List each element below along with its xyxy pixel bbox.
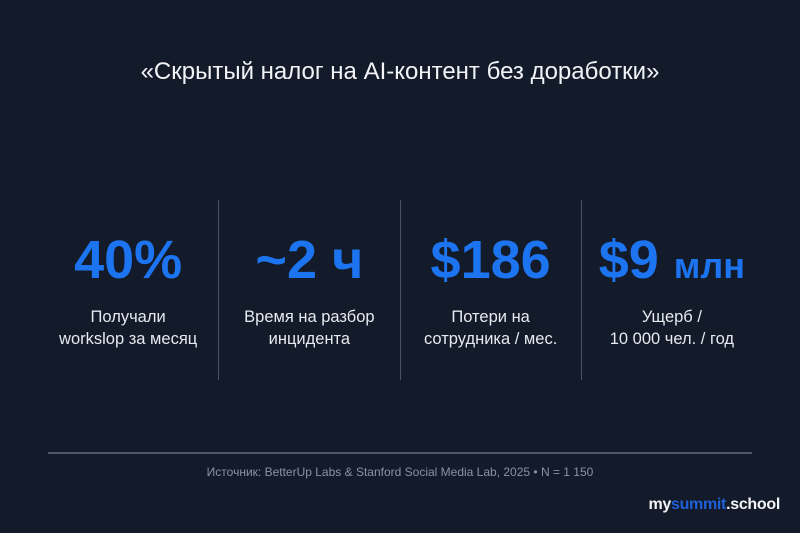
- logo-part: my: [648, 496, 671, 513]
- stat-label-line: Потери на: [451, 308, 530, 326]
- slide-title: «Скрытый налог на AI-контент без доработ…: [140, 58, 660, 85]
- logo-part-accent: summit: [670, 496, 727, 513]
- stat-label: Получали workslop за месяц: [38, 306, 218, 350]
- stat-value: $186: [401, 230, 581, 290]
- stat-value: $9 млн: [582, 230, 762, 296]
- stat-label-line: workslop за месяц: [59, 330, 198, 348]
- stat-label-line: сотрудника / мес.: [423, 330, 558, 348]
- stat-label-line: Получали: [90, 308, 166, 326]
- stat-loss-per-employee: $186 Потери на сотрудника / мес.: [399, 200, 581, 380]
- source-note: Источник: BetterUp Labs & Stanford Socia…: [206, 465, 594, 479]
- stat-label: Время на разбор инцидента: [219, 306, 399, 350]
- stats-row: 40% Получали workslop за месяц ~2 ч Время…: [38, 200, 762, 380]
- stat-label-line: Время на разбор: [244, 308, 375, 326]
- divider: [48, 452, 752, 454]
- logo-part: .school: [726, 496, 780, 513]
- stat-number: $186: [430, 230, 551, 290]
- stat-label: Ущерб / 10 000 чел. / год: [582, 306, 762, 350]
- stat-label: Потери на сотрудника / мес.: [401, 306, 581, 350]
- stat-incident-time: ~2 ч Время на разбор инцидента: [218, 200, 399, 380]
- stat-number: ~2 ч: [255, 230, 364, 290]
- stat-annual-damage: $9 млн Ущерб / 10 000 чел. / год: [580, 200, 762, 380]
- stat-label-line: Ущерб /: [641, 308, 702, 326]
- stat-label-line: 10 000 чел. / год: [609, 330, 735, 348]
- stat-unit: млн: [673, 245, 746, 286]
- stat-number: $9: [598, 230, 659, 290]
- stat-value: ~2 ч: [219, 230, 399, 290]
- stat-workslop-share: 40% Получали workslop за месяц: [38, 200, 218, 380]
- stat-value: 40%: [38, 230, 218, 290]
- stat-number: 40%: [74, 230, 183, 290]
- stat-label-line: инцидента: [268, 330, 351, 348]
- brand-logo: mysummit.school: [648, 496, 780, 514]
